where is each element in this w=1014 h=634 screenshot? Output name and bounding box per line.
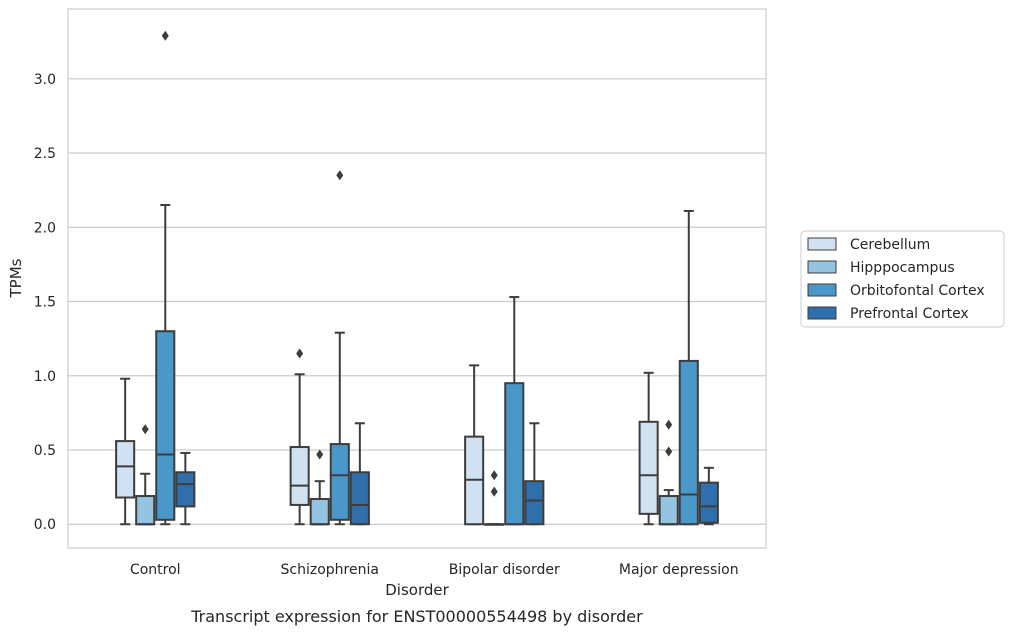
box-2-3	[484, 470, 505, 526]
legend-frame	[800, 230, 1005, 328]
box-body	[698, 481, 719, 524]
box-body	[309, 498, 330, 526]
box-body	[329, 443, 350, 521]
box-3-1	[155, 30, 176, 526]
legend-label: Hipppocampus	[850, 260, 955, 276]
box-3-2	[329, 170, 350, 526]
box-body	[658, 495, 679, 526]
box-1-1	[115, 377, 136, 526]
box-body	[289, 446, 310, 506]
legend-swatch	[807, 237, 837, 251]
box-2-2	[309, 449, 330, 526]
legend-swatch	[807, 260, 837, 274]
x-tick-label: Bipolar disorder	[449, 562, 560, 578]
x-tick-labels: Control Schizophrenia Bipolar disorder Majo…	[130, 562, 739, 578]
x-axis-title: Disorder	[385, 581, 449, 599]
outlier-point	[665, 446, 673, 457]
box-1-2	[289, 348, 310, 526]
outlier-point	[141, 424, 149, 435]
box-1-3	[464, 364, 485, 526]
box-3-3	[504, 296, 525, 526]
y-tick-label: 1.0	[34, 369, 56, 385]
x-tick-label: Control	[130, 562, 181, 578]
box-body	[155, 330, 176, 521]
outlier-point	[316, 449, 324, 460]
box-body	[524, 480, 545, 526]
x-tick-label: Schizophrenia	[281, 562, 379, 578]
legend: Cerebellum Hipppocampus Orbitofontal Corte…	[800, 230, 1005, 328]
box-body	[135, 495, 156, 526]
box-3-4	[678, 209, 699, 526]
legend-swatch	[807, 283, 837, 297]
box-4-2	[349, 422, 370, 526]
y-tick-label: 3.0	[34, 72, 56, 88]
box-2-4	[658, 419, 679, 526]
box-series-group	[115, 30, 719, 526]
box-body	[638, 420, 659, 515]
box-body	[678, 359, 699, 526]
box-4-1	[175, 451, 196, 526]
legend-label: Prefrontal Cortex	[850, 306, 969, 322]
chart-caption: Transcript expression for ENST0000055449…	[190, 607, 643, 626]
legend-label: Cerebellum	[850, 237, 930, 253]
box-body	[504, 382, 525, 526]
x-tick-label: Major depression	[619, 562, 739, 578]
outlier-point	[665, 419, 673, 430]
outlier-point	[490, 470, 498, 481]
box-body	[175, 471, 196, 508]
box-2-1	[135, 424, 156, 526]
y-tick-label: 0.0	[34, 517, 56, 533]
outlier-point	[161, 30, 169, 41]
y-tick-label: 0.5	[34, 443, 56, 459]
outlier-point	[296, 348, 304, 359]
y-tick-label: 1.5	[34, 295, 56, 311]
box-body	[115, 440, 136, 499]
y-axis-title: TPMs	[7, 258, 25, 298]
legend-swatch	[807, 306, 837, 320]
box-body	[349, 471, 370, 526]
box-1-4	[638, 371, 659, 526]
plot-frame	[67, 8, 767, 549]
y-tick-labels: 0.0 0.5 1.0 1.5 2.0 2.5 3.0	[34, 72, 56, 533]
box-4-3	[524, 422, 545, 526]
y-tick-label: 2.5	[34, 146, 56, 162]
y-tick-label: 2.0	[34, 220, 56, 236]
outlier-point	[490, 486, 498, 497]
legend-label: Orbitofontal Cortex	[850, 283, 985, 299]
box-4-4	[698, 466, 719, 526]
outlier-point	[336, 170, 344, 181]
